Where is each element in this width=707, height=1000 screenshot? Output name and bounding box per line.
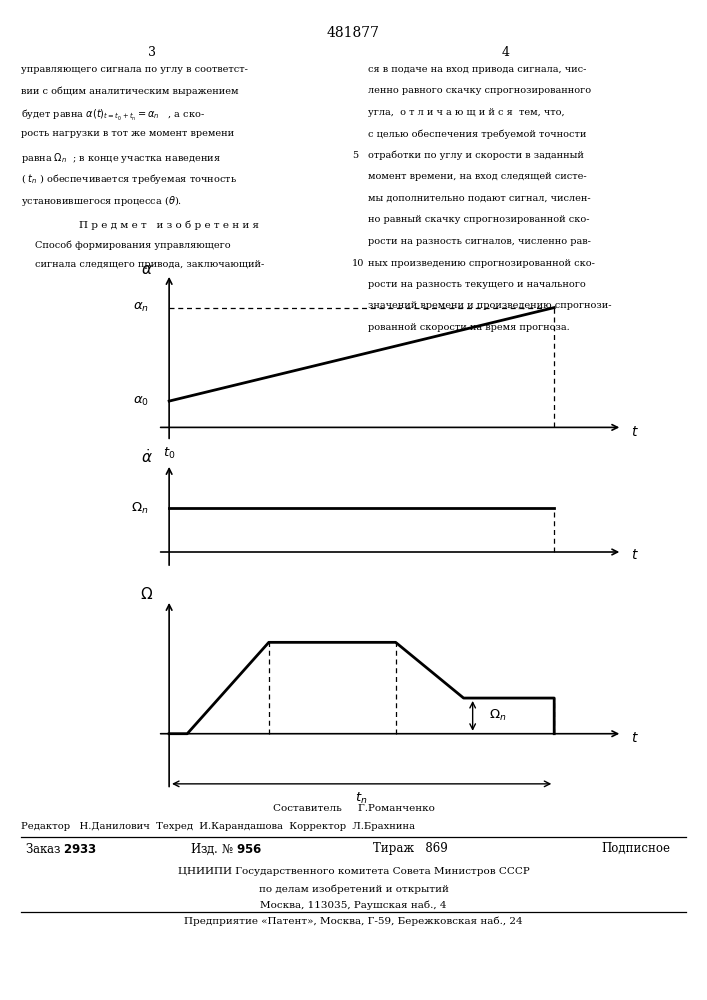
- Text: $t_0$: $t_0$: [163, 446, 175, 461]
- Text: 4: 4: [501, 46, 510, 59]
- Text: но равный скачку спрогнозированной ско-: но равный скачку спрогнозированной ско-: [368, 215, 589, 224]
- Text: вии с общим аналитическим выражением: вии с общим аналитическим выражением: [21, 86, 239, 96]
- Text: $\alpha_n$: $\alpha_n$: [133, 301, 148, 314]
- Text: $t$: $t$: [631, 731, 639, 745]
- Text: $t$: $t$: [631, 425, 639, 439]
- Text: $\alpha$: $\alpha$: [141, 263, 153, 277]
- Text: Редактор   Н.Данилович  Техред  И.Карандашова  Корректор  Л.Брахнина: Редактор Н.Данилович Техред И.Карандашов…: [21, 822, 415, 831]
- Text: 3: 3: [148, 46, 156, 59]
- Text: ленно равного скачку спрогнозированного: ленно равного скачку спрогнозированного: [368, 86, 591, 95]
- Text: Составитель     Г.Романченко: Составитель Г.Романченко: [273, 804, 434, 813]
- Text: Тираж   869: Тираж 869: [373, 842, 448, 855]
- Text: отработки по углу и скорости в заданный: отработки по углу и скорости в заданный: [368, 151, 583, 160]
- Text: ( $t_n$ ) обеспечивается требуемая точность: ( $t_n$ ) обеспечивается требуемая точно…: [21, 172, 237, 186]
- Text: ных произведению спрогнозированной ско-: ных произведению спрогнозированной ско-: [368, 258, 595, 267]
- Text: равна $\Omega_n$  ; в конце участка наведения: равна $\Omega_n$ ; в конце участка навед…: [21, 151, 221, 165]
- Text: рости на разность текущего и начального: рости на разность текущего и начального: [368, 280, 585, 289]
- Text: ся в подаче на вход привода сигнала, чис-: ся в подаче на вход привода сигнала, чис…: [368, 65, 586, 74]
- Text: угла,  о т л и ч а ю щ и й с я  тем, что,: угла, о т л и ч а ю щ и й с я тем, что,: [368, 108, 564, 117]
- Text: $t$: $t$: [631, 548, 639, 562]
- Text: 5: 5: [352, 151, 358, 160]
- Text: с целью обеспечения требуемой точности: с целью обеспечения требуемой точности: [368, 129, 586, 139]
- Text: $t_n$: $t_n$: [356, 791, 368, 806]
- Text: $\Omega_n$: $\Omega_n$: [132, 500, 148, 516]
- Text: ЦНИИПИ Государственного комитета Совета Министров СССР: ЦНИИПИ Государственного комитета Совета …: [177, 867, 530, 876]
- Text: значений времени и произведению спрогнози-: значений времени и произведению спрогноз…: [368, 301, 611, 310]
- Text: Изд. № $\mathbf{956}$: Изд. № $\mathbf{956}$: [190, 842, 262, 857]
- Text: Способ формирования управляющего: Способ формирования управляющего: [35, 240, 231, 249]
- Text: Заказ $\mathbf{2933}$: Заказ $\mathbf{2933}$: [25, 842, 97, 856]
- Text: Предприятие «Патент», Москва, Г-59, Бережковская наб., 24: Предприятие «Патент», Москва, Г-59, Бере…: [185, 917, 522, 926]
- Text: $\alpha_0$: $\alpha_0$: [133, 395, 148, 408]
- Text: по делам изобретений и открытий: по делам изобретений и открытий: [259, 884, 448, 894]
- Text: Подписное: Подписное: [602, 842, 671, 855]
- Text: $\Omega_n$: $\Omega_n$: [489, 708, 506, 723]
- Text: рости на разность сигналов, численно рав-: рости на разность сигналов, численно рав…: [368, 237, 590, 246]
- Text: рость нагрузки в тот же момент времени: рость нагрузки в тот же момент времени: [21, 129, 234, 138]
- Text: $\Omega$: $\Omega$: [140, 586, 153, 602]
- Text: рованной скорости на время прогноза.: рованной скорости на время прогноза.: [368, 323, 569, 332]
- Text: будет равна $\alpha(t)_{t=t_0+t_n} = \alpha_n$   , а ско-: будет равна $\alpha(t)_{t=t_0+t_n} = \al…: [21, 108, 205, 123]
- Text: $\dot{\alpha}$: $\dot{\alpha}$: [141, 448, 153, 466]
- Text: 10: 10: [352, 258, 365, 267]
- Text: мы дополнительно подают сигнал, числен-: мы дополнительно подают сигнал, числен-: [368, 194, 590, 203]
- Text: установившегося процесса ($\theta$).: установившегося процесса ($\theta$).: [21, 194, 182, 208]
- Text: П р е д м е т   и з о б р е т е н и я: П р е д м е т и з о б р е т е н и я: [79, 220, 259, 230]
- Text: сигнала следящего привода, заключающий-: сигнала следящего привода, заключающий-: [35, 260, 264, 269]
- Text: момент времени, на вход следящей систе-: момент времени, на вход следящей систе-: [368, 172, 586, 181]
- Text: управляющего сигнала по углу в соответст-: управляющего сигнала по углу в соответст…: [21, 65, 248, 74]
- Text: Москва, 113035, Раушская наб., 4: Москва, 113035, Раушская наб., 4: [260, 901, 447, 910]
- Text: 481877: 481877: [327, 26, 380, 40]
